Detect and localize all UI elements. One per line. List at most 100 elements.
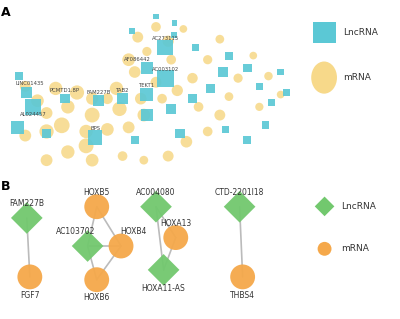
Point — [153, 14, 159, 19]
Point — [153, 24, 159, 29]
Point — [89, 96, 95, 101]
Point — [141, 158, 147, 163]
Point — [321, 204, 328, 209]
Point — [168, 57, 174, 62]
Text: B: B — [1, 180, 10, 193]
Text: FAM227B: FAM227B — [86, 90, 110, 94]
FancyBboxPatch shape — [313, 22, 336, 43]
Text: HOXB4: HOXB4 — [120, 227, 146, 236]
Point — [217, 113, 223, 118]
Text: LncRNA: LncRNA — [343, 28, 378, 37]
Point — [162, 45, 168, 50]
Point — [244, 65, 250, 70]
Point — [94, 277, 100, 282]
Point — [171, 33, 178, 38]
Text: THBS4: THBS4 — [230, 291, 255, 300]
Point — [104, 96, 110, 101]
Point — [192, 45, 199, 50]
Point — [183, 139, 190, 144]
Point — [165, 153, 171, 159]
Point — [43, 110, 50, 115]
Point — [204, 129, 211, 134]
Point — [138, 96, 144, 101]
Point — [134, 34, 141, 40]
Point — [172, 235, 179, 240]
Point — [43, 129, 50, 134]
Text: TEKT1: TEKT1 — [139, 83, 155, 88]
Point — [204, 57, 211, 62]
Point — [141, 113, 147, 118]
Text: FGF7: FGF7 — [20, 291, 40, 300]
Point — [159, 96, 165, 101]
Point — [144, 65, 150, 70]
Point — [104, 127, 110, 132]
Point — [208, 86, 214, 91]
Point — [24, 90, 30, 95]
Point — [119, 153, 126, 159]
Point — [83, 129, 89, 134]
Text: LncRNA: LncRNA — [341, 202, 376, 211]
Point — [244, 137, 250, 142]
Point — [113, 86, 120, 91]
Point — [126, 57, 132, 62]
Point — [223, 127, 229, 132]
Point — [144, 49, 150, 54]
Point — [65, 149, 71, 154]
Point — [119, 96, 126, 101]
Point — [144, 113, 150, 118]
Point — [262, 123, 269, 128]
Point — [52, 86, 59, 91]
Point — [174, 88, 180, 93]
Point — [171, 20, 178, 25]
Text: FAM227B: FAM227B — [9, 199, 44, 208]
Text: CTD-2201I18: CTD-2201I18 — [215, 188, 264, 197]
Point — [30, 104, 36, 109]
Point — [22, 133, 28, 138]
Point — [278, 70, 284, 75]
Point — [256, 84, 262, 89]
Point — [65, 104, 71, 109]
Text: HOXA11-AS: HOXA11-AS — [142, 284, 186, 293]
Point — [132, 70, 138, 75]
Point — [235, 76, 241, 81]
Point — [168, 106, 174, 111]
Point — [256, 104, 262, 109]
Point — [180, 26, 186, 32]
Text: mRNA: mRNA — [343, 73, 371, 82]
Point — [58, 123, 65, 128]
Point — [62, 96, 68, 101]
Text: HOXB5: HOXB5 — [84, 188, 110, 197]
Point — [43, 131, 50, 136]
Point — [226, 53, 232, 58]
Text: LINC01435: LINC01435 — [16, 81, 44, 86]
Point — [226, 94, 232, 99]
Text: AL024457: AL024457 — [20, 112, 46, 117]
Point — [95, 98, 102, 103]
Point — [321, 246, 328, 251]
Point — [84, 243, 91, 249]
Point — [89, 158, 95, 163]
Text: A: A — [1, 6, 10, 19]
Point — [27, 274, 33, 279]
Text: HOXA13: HOXA13 — [160, 219, 191, 228]
Point — [278, 92, 284, 97]
Point — [74, 90, 80, 95]
Point — [92, 135, 98, 140]
Point — [153, 204, 159, 209]
Text: TAB2: TAB2 — [116, 87, 129, 93]
Text: AC004080: AC004080 — [136, 188, 176, 197]
Text: HOXB6: HOXB6 — [84, 293, 110, 302]
Point — [14, 125, 21, 130]
Point — [128, 28, 135, 33]
Point — [250, 53, 256, 58]
Circle shape — [311, 62, 337, 94]
Point — [16, 74, 22, 79]
Text: AC003102: AC003102 — [152, 67, 179, 72]
Point — [195, 104, 202, 109]
Point — [43, 158, 50, 163]
Point — [220, 70, 226, 75]
Point — [22, 84, 28, 89]
Point — [160, 267, 167, 272]
Point — [162, 76, 168, 81]
Point — [240, 274, 246, 279]
